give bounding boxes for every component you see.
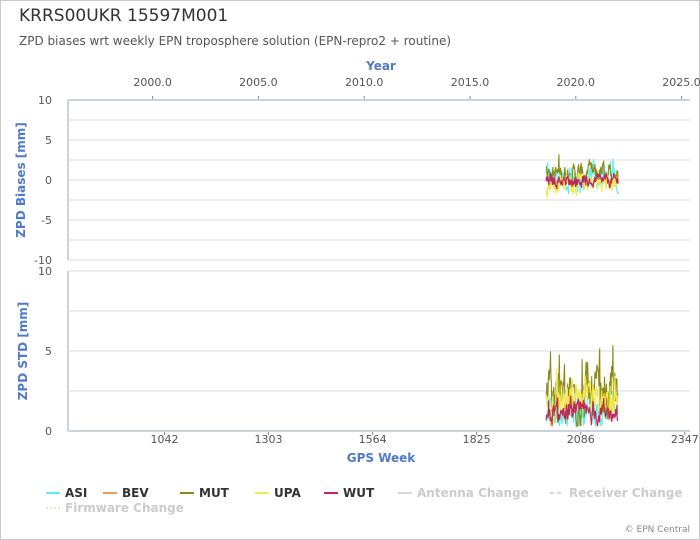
chart-title: KRRS00UKR 15597M001 xyxy=(19,6,229,26)
bottom-x-tick-label: 1303 xyxy=(255,433,283,446)
bottom-y-tick-label: 0 xyxy=(45,425,52,438)
top-x-tick-label: 2005.0 xyxy=(239,76,278,89)
top-y-tick-label: 0 xyxy=(45,174,52,187)
copyright: © EPN Central xyxy=(624,525,690,535)
top-x-axis-title: Year xyxy=(365,59,396,73)
legend-label-firmware-change: Firmware Change xyxy=(65,501,184,515)
series-line-wut xyxy=(545,395,619,427)
series-line-upa xyxy=(545,172,619,198)
bottom-x-tick-label: 2086 xyxy=(567,433,595,446)
legend-label-asi: ASI xyxy=(65,486,87,500)
bottom-y-tick-label: 10 xyxy=(38,265,52,278)
bottom-x-axis-title: GPS Week xyxy=(347,451,417,465)
top-x-tick-label: 2010.0 xyxy=(345,76,384,89)
bottom-y-axis-title: ZPD STD [mm] xyxy=(16,302,30,401)
top-y-tick-label: -10 xyxy=(34,254,52,267)
series-line-mut xyxy=(545,345,619,427)
bottom-y-tick-label: 5 xyxy=(45,345,52,358)
bottom-x-tick-label: 1825 xyxy=(463,433,491,446)
legend-label-upa: UPA xyxy=(274,486,301,500)
bottom-x-tick-label: 1042 xyxy=(150,433,178,446)
legend-label-mut: MUT xyxy=(199,486,230,500)
top-x-tick-label: 2020.0 xyxy=(557,76,596,89)
top-y-tick-label: -5 xyxy=(41,214,52,227)
legend-label-bev: BEV xyxy=(122,486,149,500)
legend-label-antenna-change: Antenna Change xyxy=(417,486,529,500)
bottom-x-tick-label: 2347 xyxy=(671,433,699,446)
legend-label-receiver-change: Receiver Change xyxy=(569,486,683,500)
chart-subtitle: ZPD biases wrt weekly EPN troposphere so… xyxy=(19,34,452,48)
top-x-tick-label: 2000.0 xyxy=(133,76,172,89)
legend-label-wut: WUT xyxy=(343,486,375,500)
top-x-tick-label: 2015.0 xyxy=(451,76,490,89)
top-x-tick-label: 2025.0 xyxy=(662,76,700,89)
top-y-axis-title: ZPD Biases [mm] xyxy=(14,122,28,238)
bottom-x-tick-label: 1564 xyxy=(359,433,387,446)
top-y-tick-label: 10 xyxy=(38,94,52,107)
series-line-wut xyxy=(545,171,619,190)
top-y-tick-label: 5 xyxy=(45,134,52,147)
